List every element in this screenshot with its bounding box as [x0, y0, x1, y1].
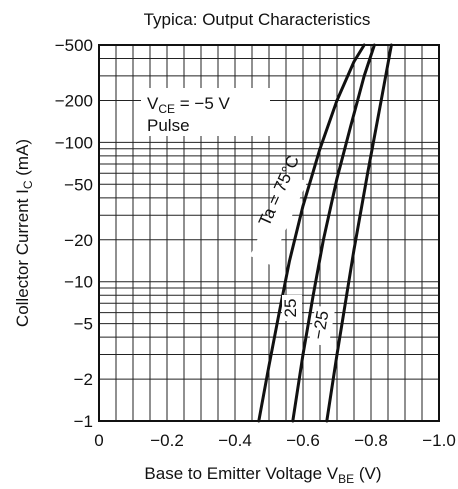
y-tick-label: −5: [74, 315, 93, 334]
x-tick-label: 0: [94, 431, 103, 450]
x-tick-label: −0.4: [218, 431, 252, 450]
chart-title: Typica: Output Characteristics: [144, 10, 371, 29]
condition-line-2: Pulse: [147, 116, 190, 135]
y-tick-label: −50: [64, 175, 93, 194]
x-tick-label: −1.0: [422, 431, 456, 450]
y-tick-label: −10: [64, 273, 93, 292]
series-label-backdrop-25: [282, 295, 302, 321]
series-curve-0: [257, 43, 366, 423]
series-label-minus25: −25: [309, 309, 333, 341]
y-tick-label: −500: [55, 36, 93, 55]
plot-frame: [98, 44, 440, 422]
series-label-25: 25: [281, 299, 300, 318]
series-curve-1: [291, 43, 376, 423]
x-tick-label: −0.8: [354, 431, 388, 450]
series-curve-2: [325, 43, 393, 423]
y-tick-labels: −500 −200 −100 −50 −20 −10 −5 −2 −1: [55, 36, 93, 431]
x-axis-label: Base to Emitter Voltage VBE (V): [144, 464, 381, 486]
y-axis-label: Collector Current IC (mA): [13, 139, 35, 327]
y-tick-label: −1: [74, 412, 93, 431]
y-tick-label: −100: [55, 133, 93, 152]
series-label-backdrop-75: [250, 172, 308, 265]
series-label-backdrop-minus25: [308, 305, 336, 347]
y-tick-label: −2: [74, 370, 93, 389]
condition-backdrop: [141, 88, 270, 136]
x-tick-labels: 0 −0.2 −0.4 −0.6 −0.8 −1.0: [94, 431, 456, 450]
x-tick-label: −0.2: [150, 431, 184, 450]
series-curves: [257, 43, 393, 423]
condition-line-1: VCE = −5 V: [147, 94, 230, 116]
y-tick-label: −200: [55, 91, 93, 110]
x-tick-label: −0.6: [286, 431, 320, 450]
y-tick-label: −20: [64, 231, 93, 250]
